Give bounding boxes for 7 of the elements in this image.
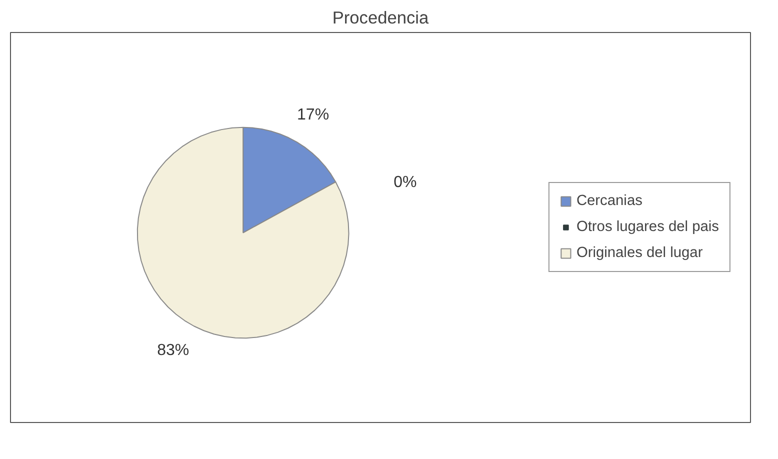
text: 0% xyxy=(394,174,417,191)
data-label: 83% xyxy=(157,342,190,360)
legend-label: Otros lugares del pais xyxy=(576,219,719,235)
legend-label: Cercanias xyxy=(576,193,642,209)
legend-label: Originales del lugar xyxy=(576,245,703,261)
chart-title: Procedencia xyxy=(332,8,430,28)
data-label: 17% xyxy=(297,106,330,124)
